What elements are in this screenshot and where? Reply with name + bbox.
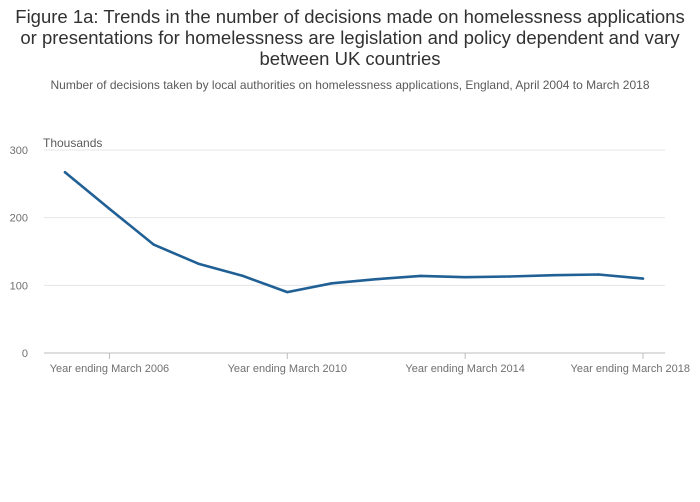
x-tick-label: Year ending March 2014 [405, 363, 524, 375]
data-point[interactable] [641, 277, 645, 280]
gridlines [44, 149, 665, 354]
series-group [63, 171, 645, 294]
series-line [63, 171, 645, 294]
data-point[interactable] [419, 274, 422, 278]
data-point[interactable] [508, 275, 511, 278]
x-tick-label: Year ending March 2010 [228, 363, 347, 375]
data-point[interactable] [375, 278, 378, 281]
y-tick-label: 0 [22, 348, 28, 360]
data-point[interactable] [330, 282, 333, 285]
data-point[interactable] [152, 243, 156, 246]
x-tick-label: Year ending March 2006 [50, 363, 169, 375]
data-point[interactable] [108, 207, 111, 211]
data-point[interactable] [63, 171, 67, 174]
data-point[interactable] [597, 273, 600, 276]
y-tick-label: 300 [10, 145, 28, 157]
data-point[interactable] [552, 273, 556, 277]
y-axis: 0 100 200 300 [10, 145, 28, 360]
data-point[interactable] [241, 274, 245, 278]
chart-title: Figure 1a: Trends in the number of decis… [15, 6, 685, 69]
data-point[interactable] [463, 276, 467, 279]
chart-subtitle: Number of decisions taken by local autho… [50, 78, 650, 92]
x-tick-label: Year ending March 2018 [571, 363, 690, 375]
y-axis-unit-label: Thousands [43, 136, 102, 150]
y-tick-label: 200 [10, 213, 28, 225]
x-axis: Year ending March 2006 Year ending March … [50, 353, 690, 375]
data-point[interactable] [286, 290, 289, 294]
data-point[interactable] [197, 262, 200, 265]
y-tick-label: 100 [10, 280, 28, 292]
